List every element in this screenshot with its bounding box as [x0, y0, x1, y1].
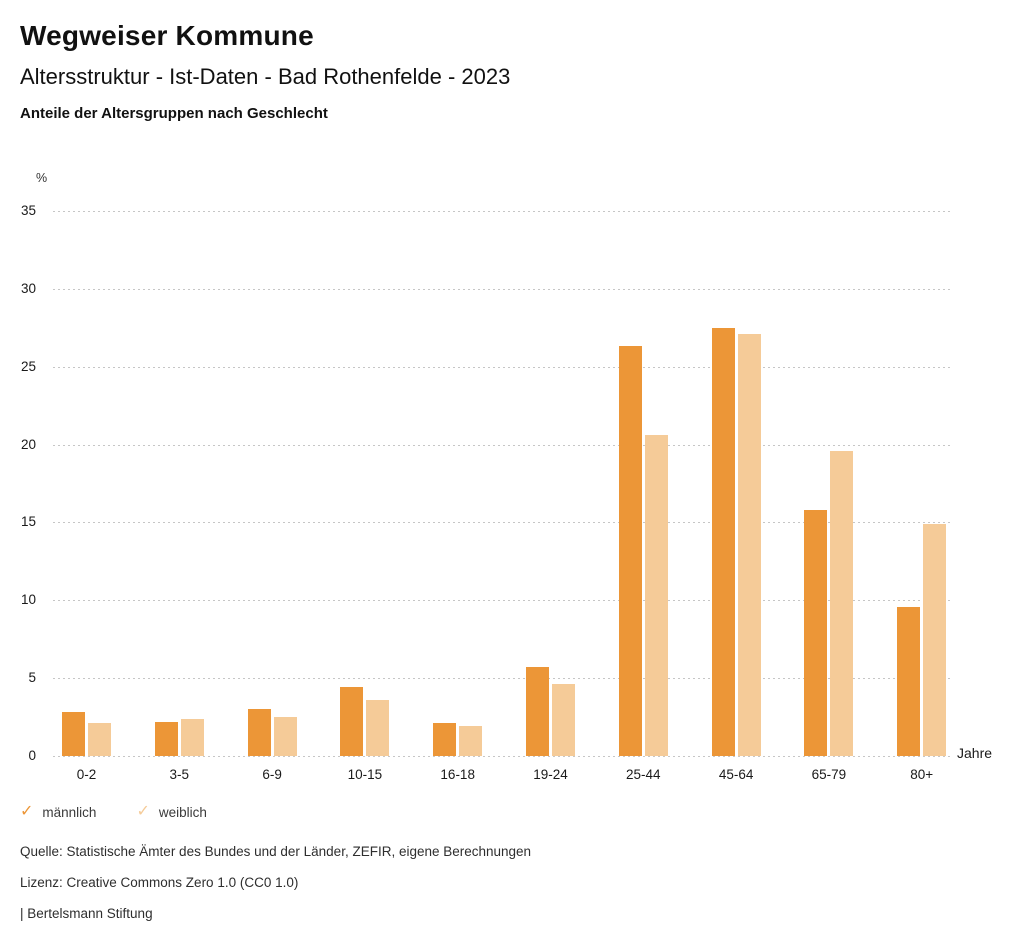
- x-tick-label: 10-15: [347, 767, 383, 782]
- gridline-35: [53, 211, 950, 212]
- y-tick-label: 10: [20, 592, 36, 608]
- y-axis-unit-label: %: [36, 171, 48, 185]
- gridline-30: [53, 288, 950, 290]
- legend-item-maennlich[interactable]: ✓ männlich: [20, 804, 96, 820]
- x-tick-label: 25-44: [626, 767, 661, 782]
- bar-weiblich-10-15[interactable]: [366, 699, 390, 756]
- chart-title: Altersstruktur - Ist-Daten - Bad Rothenf…: [20, 64, 511, 89]
- bar-weiblich-19-24[interactable]: [552, 684, 575, 756]
- x-tick-label: 65-79: [811, 767, 847, 782]
- bar-maennlich-16-18[interactable]: [433, 723, 457, 756]
- bar-maennlich-0-2[interactable]: [62, 712, 85, 756]
- x-tick-label: 6-9: [262, 767, 282, 782]
- x-axis-unit-label: Jahre: [957, 745, 993, 761]
- bar-maennlich-45-64[interactable]: [711, 327, 735, 756]
- bar-maennlich-19-24[interactable]: [526, 667, 549, 756]
- bar-maennlich-6-9[interactable]: [247, 709, 271, 756]
- gridline-15: [53, 522, 950, 524]
- bar-weiblich-6-9[interactable]: [273, 717, 297, 756]
- y-tick-label: 0: [28, 748, 36, 763]
- y-tick-label: 15: [20, 514, 36, 530]
- footer-source: Quelle: Statistische Ämter des Bundes un…: [20, 844, 532, 859]
- y-tick-label: 20: [20, 436, 36, 452]
- gridline-20: [53, 444, 950, 446]
- bar-maennlich-65-79[interactable]: [804, 509, 828, 756]
- bar-weiblich-80+[interactable]: [923, 523, 947, 756]
- y-tick-label: 30: [20, 280, 36, 296]
- bar-weiblich-3-5[interactable]: [180, 718, 204, 756]
- y-tick-label: 5: [28, 670, 36, 686]
- bar-maennlich-80+[interactable]: [897, 606, 921, 756]
- bar-weiblich-45-64[interactable]: [737, 334, 761, 756]
- bar-maennlich-3-5[interactable]: [154, 721, 178, 756]
- check-icon: ✓: [136, 803, 150, 820]
- app-title: Wegweiser Kommune: [20, 20, 314, 51]
- y-tick-label: 35: [20, 203, 36, 218]
- bar-weiblich-65-79[interactable]: [830, 450, 854, 756]
- x-tick-label: 16-18: [440, 767, 475, 782]
- legend-label: weiblich: [158, 804, 207, 820]
- x-tick-label: 45-64: [718, 767, 754, 782]
- gridline-25: [53, 366, 950, 368]
- gridline-0: [53, 756, 950, 757]
- chart-subtitle: Anteile der Altersgruppen nach Geschlech…: [20, 105, 328, 122]
- x-tick-label: 0-2: [76, 767, 97, 782]
- legend-item-weiblich[interactable]: ✓ weiblich: [136, 804, 206, 820]
- footer-license: Lizenz: Creative Commons Zero 1.0 (CC0 1…: [20, 875, 299, 890]
- bar-weiblich-16-18[interactable]: [459, 726, 483, 756]
- bar-weiblich-0-2[interactable]: [88, 723, 111, 756]
- gridline-10: [53, 600, 950, 602]
- x-tick-label: 19-24: [533, 767, 568, 782]
- bar-maennlich-10-15[interactable]: [340, 687, 364, 756]
- legend-label: männlich: [42, 804, 97, 820]
- check-icon: ✓: [20, 803, 34, 820]
- x-tick-label: 80+: [910, 767, 934, 782]
- bar-maennlich-25-44[interactable]: [618, 346, 642, 756]
- gridline-5: [53, 678, 950, 680]
- y-tick-label: 25: [20, 358, 36, 374]
- bar-weiblich-25-44[interactable]: [644, 435, 668, 756]
- footer-attribution: | Bertelsmann Stiftung: [20, 906, 153, 921]
- chart-legend: ✓ männlich ✓ weiblich: [20, 802, 247, 822]
- x-tick-label: 3-5: [169, 767, 190, 782]
